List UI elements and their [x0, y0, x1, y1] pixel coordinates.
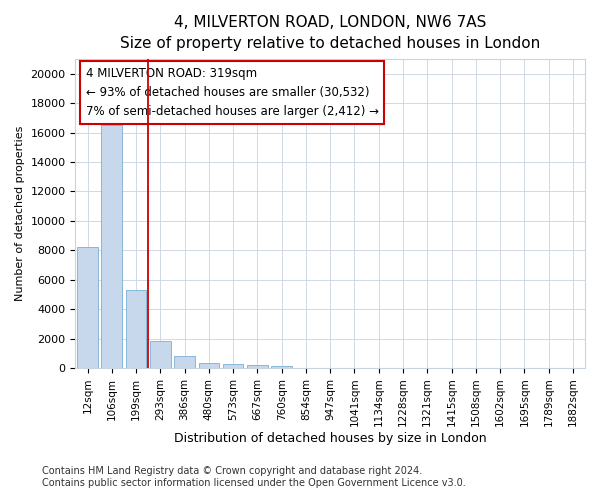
Text: Contains HM Land Registry data © Crown copyright and database right 2024.: Contains HM Land Registry data © Crown c… [42, 466, 422, 476]
Bar [126, 290, 146, 368]
Title: 4, MILVERTON ROAD, LONDON, NW6 7AS
Size of property relative to detached houses : 4, MILVERTON ROAD, LONDON, NW6 7AS Size … [120, 15, 541, 51]
Bar [150, 342, 170, 368]
X-axis label: Distribution of detached houses by size in London: Distribution of detached houses by size … [174, 432, 487, 445]
Bar [174, 356, 195, 368]
Text: 4 MILVERTON ROAD: 319sqm
← 93% of detached houses are smaller (30,532)
7% of sem: 4 MILVERTON ROAD: 319sqm ← 93% of detach… [86, 67, 379, 118]
Bar [223, 364, 244, 368]
Bar [199, 363, 219, 368]
Y-axis label: Number of detached properties: Number of detached properties [15, 126, 25, 301]
Text: Contains public sector information licensed under the Open Government Licence v3: Contains public sector information licen… [42, 478, 466, 488]
Bar [77, 248, 98, 368]
Bar [101, 126, 122, 368]
Bar [271, 366, 292, 368]
Bar [247, 365, 268, 368]
